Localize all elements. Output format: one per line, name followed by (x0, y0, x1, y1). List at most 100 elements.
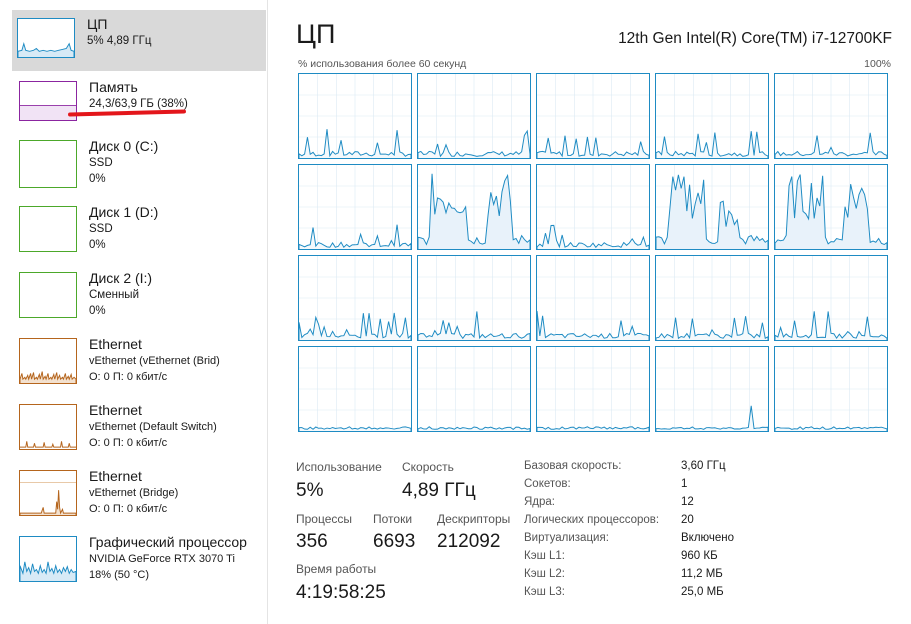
spec-value: 960 КБ (681, 550, 718, 562)
page-title: ЦП (296, 19, 336, 49)
cpu-core-graph (537, 165, 649, 249)
sidebar-item-usage: 0% (89, 305, 106, 317)
cpu-core-graph (537, 256, 649, 340)
memory-thumbnail (19, 81, 77, 121)
sidebar-item-usage: 18% (50 °C) (89, 569, 150, 581)
ethernet-thumbnail (19, 338, 77, 384)
logical-processor-graph (417, 164, 531, 250)
cpu-core-graph (656, 256, 768, 340)
sidebar-item-detail: 24,3/63,9 ГБ (38%) (89, 98, 188, 110)
sidebar-item-ethernet-2[interactable]: Ethernet vEthernet (Default Switch) О: 0… (14, 396, 266, 456)
sidebar-item-disk-1[interactable]: Диск 1 (D:) SSD 0% (14, 198, 266, 258)
spec-value: Включено (681, 532, 735, 544)
logical-processor-graph (417, 255, 531, 341)
sidebar-item-ethernet-3[interactable]: Ethernet vEthernet (Bridge) О: 0 П: 0 кб… (14, 462, 266, 522)
sidebar-item-disk-2[interactable]: Диск 2 (I:) Сменный 0% (14, 264, 266, 324)
sidebar-item-title: Ethernet (89, 402, 142, 418)
sidebar-item-gpu[interactable]: Графический процессор NVIDIA GeForce RTX… (14, 528, 266, 588)
spec-value: 25,0 МБ (681, 586, 724, 598)
cpu-core-graph (775, 74, 887, 158)
spec-label: Базовая скорость: (524, 460, 622, 472)
cpu-model-name: 12th Gen Intel(R) Core(TM) i7-12700KF (618, 30, 892, 47)
sidebar-item-adapter: vEthernet (Default Switch) (89, 421, 217, 433)
gpu-thumbnail-graph (20, 561, 76, 581)
ethernet-thumbnail-graph (20, 371, 76, 383)
cpu-performance-panel: ЦП 12th Gen Intel(R) Core(TM) i7-12700KF… (268, 0, 911, 624)
disk-thumbnail (19, 140, 77, 188)
logical-processor-graph (655, 346, 769, 432)
cpu-core-graph (418, 347, 530, 431)
sidebar-item-throughput: О: 0 П: 0 кбит/с (89, 371, 168, 383)
memory-thumbnail-graph (20, 105, 76, 120)
spec-label: Кэш L1: (524, 550, 565, 562)
spec-label: Ядра: (524, 496, 556, 508)
sidebar-item-type: SSD (89, 223, 113, 235)
sidebar-item-throughput: О: 0 П: 0 кбит/с (89, 437, 168, 449)
sidebar-item-model: NVIDIA GeForce RTX 3070 Ti (89, 553, 235, 565)
logical-processor-graph (655, 73, 769, 159)
usage-label: Использование (296, 460, 382, 474)
graph-max-label: 100% (864, 58, 891, 70)
resource-sidebar: ЦП 5% 4,89 ГГц Память 24,3/63,9 ГБ (38%)… (0, 0, 268, 624)
logical-processor-graph (536, 73, 650, 159)
sidebar-item-adapter: vEthernet (vEthernet (Brid) (89, 355, 220, 367)
sidebar-item-title: Ethernet (89, 336, 142, 352)
gpu-thumbnail (19, 536, 77, 582)
sidebar-item-throughput: О: 0 П: 0 кбит/с (89, 503, 168, 515)
cpu-core-graph (537, 347, 649, 431)
processes-label: Процессы (296, 512, 353, 526)
spec-value: 12 (681, 496, 694, 508)
cpu-core-graph (656, 74, 768, 158)
logical-processor-graph (774, 164, 888, 250)
cpu-thumbnail (17, 18, 75, 58)
cpu-core-graph (418, 256, 530, 340)
sidebar-item-title: ЦП (87, 16, 108, 32)
cpu-thumbnail-graph (18, 41, 74, 57)
sidebar-item-type: Сменный (89, 289, 139, 301)
ethernet-thumbnail (19, 404, 77, 450)
logical-processor-graph (774, 73, 888, 159)
sidebar-item-detail: 5% 4,89 ГГц (87, 35, 152, 47)
cpu-core-graph (537, 74, 649, 158)
cpu-core-graph (299, 256, 411, 340)
sidebar-item-type: SSD (89, 157, 113, 169)
cpu-core-graph (418, 74, 530, 158)
logical-processor-graph (298, 255, 412, 341)
uptime-label: Время работы (296, 562, 377, 576)
sidebar-item-ethernet-1[interactable]: Ethernet vEthernet (vEthernet (Brid) О: … (14, 330, 266, 390)
logical-processor-graph (298, 164, 412, 250)
threads-value: 6693 (373, 531, 416, 552)
spec-label: Логических процессоров: (524, 514, 660, 526)
disk-thumbnail (19, 206, 77, 252)
sidebar-item-memory[interactable]: Память 24,3/63,9 ГБ (38%) (14, 73, 266, 133)
logical-processor-graph (298, 346, 412, 432)
spec-value: 11,2 МБ (681, 568, 723, 580)
graph-caption: % использования более 60 секунд (298, 58, 467, 70)
sidebar-item-title: Диск 1 (D:) (89, 204, 159, 220)
uptime-value: 4:19:58:25 (296, 582, 386, 603)
handles-label: Дескрипторы (437, 512, 511, 526)
cpu-core-graph (418, 165, 530, 249)
cpu-core-graph (656, 347, 768, 431)
logical-processor-graph (774, 255, 888, 341)
logical-processor-graph (417, 346, 531, 432)
sidebar-item-title: Ethernet (89, 468, 142, 484)
logical-processor-graph (417, 73, 531, 159)
spec-value: 3,60 ГГц (681, 460, 726, 472)
ethernet-thumbnail-graph (20, 482, 76, 515)
cpu-core-graph (656, 165, 768, 249)
ethernet-thumbnail (19, 470, 77, 516)
speed-label: Скорость (402, 460, 454, 474)
logical-processor-graph (536, 255, 650, 341)
sidebar-item-disk-0[interactable]: Диск 0 (C:) SSD 0% (14, 132, 266, 192)
sidebar-item-usage: 0% (89, 173, 106, 185)
spec-label: Кэш L2: (524, 568, 565, 580)
cpu-core-graph (299, 74, 411, 158)
sidebar-item-cpu[interactable]: ЦП 5% 4,89 ГГц (12, 10, 266, 71)
threads-label: Потоки (373, 512, 413, 526)
logical-processor-graph (536, 164, 650, 250)
disk-thumbnail (19, 272, 77, 318)
cpu-core-graph (775, 256, 887, 340)
logical-processor-graph (774, 346, 888, 432)
ethernet-thumbnail-graph (20, 441, 76, 448)
